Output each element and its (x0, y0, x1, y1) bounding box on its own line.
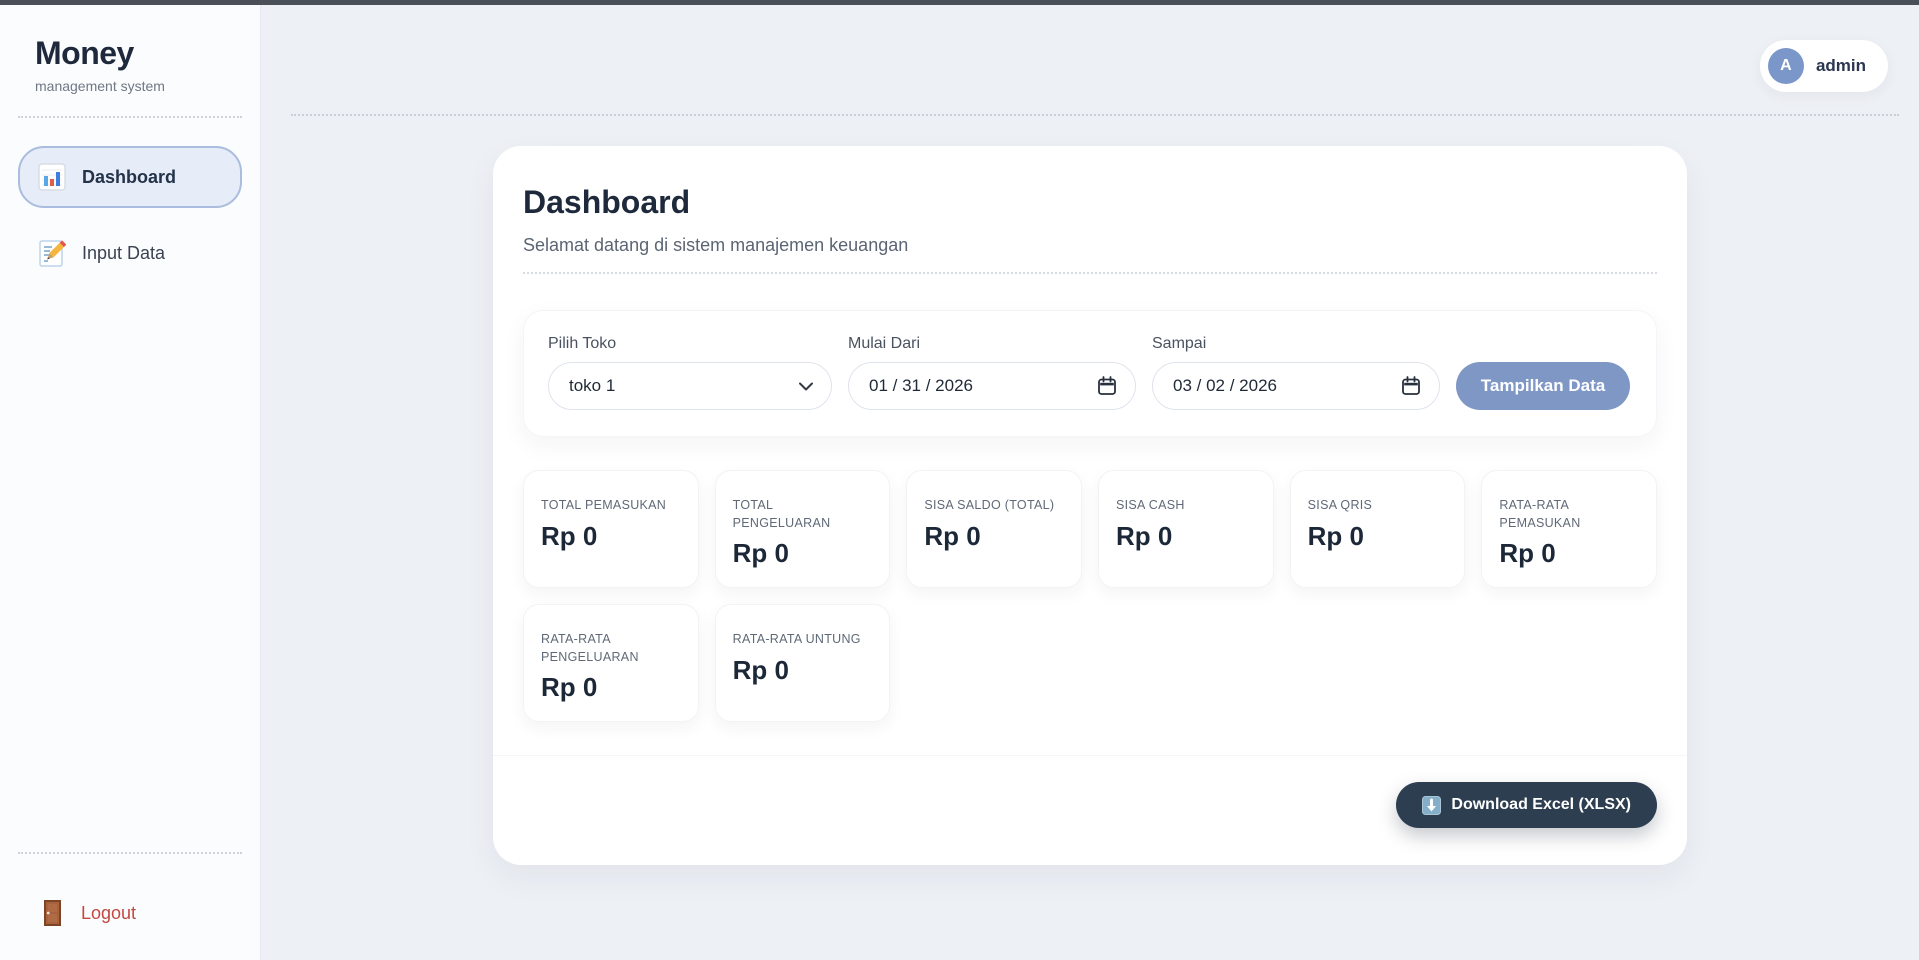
calendar-icon[interactable] (1401, 376, 1421, 396)
stat-label: TOTAL PENGELUARAN (732, 498, 831, 530)
stat-value: Rp 0 (541, 520, 598, 551)
stat-card-total-pemasukan: TOTAL PEMASUKAN Rp 0 (523, 470, 699, 588)
sidebar-item-input-data[interactable]: Input Data (18, 222, 242, 284)
card-divider (523, 272, 1657, 274)
stat-label: SISA CASH (1116, 498, 1185, 512)
show-data-button[interactable]: Tampilkan Data (1456, 362, 1630, 410)
stat-card-rata-pengeluaran: RATA-RATA PENGELUARAN Rp 0 (523, 604, 699, 722)
app-title: Money (35, 35, 134, 71)
logout-label: Logout (81, 902, 137, 923)
date-from-label: Mulai Dari (848, 335, 921, 352)
stat-label: SISA SALDO (TOTAL) (924, 498, 1055, 512)
store-label: Pilih Toko (548, 335, 617, 352)
date-to-field: Sampai 03 / 02 / 2026 (1152, 335, 1440, 410)
stat-value: Rp 0 (1307, 520, 1364, 551)
sidebar-top-divider (18, 116, 242, 118)
download-excel-label: Download Excel (XLSX) (1451, 796, 1631, 813)
stat-value: Rp 0 (541, 672, 598, 702)
stat-card-sisa-saldo: SISA SALDO (TOTAL) Rp 0 (906, 470, 1082, 588)
door-icon (44, 900, 61, 926)
page-title: Dashboard (523, 184, 691, 220)
header-divider (291, 114, 1899, 116)
user-menu[interactable]: A admin (1759, 40, 1888, 92)
download-excel-button[interactable]: Download Excel (XLSX) (1396, 782, 1657, 828)
date-to-input[interactable]: 03 / 02 / 2026 (1152, 362, 1440, 410)
stat-label: RATA-RATA PENGELUARAN (541, 632, 639, 664)
stat-value: Rp 0 (732, 538, 789, 568)
window-top-strip (0, 0, 1919, 5)
stat-label: SISA QRIS (1307, 498, 1373, 512)
main-area: A admin Dashboard Selamat datang di sist… (261, 5, 1919, 960)
stat-card-sisa-qris: SISA QRIS Rp 0 (1289, 470, 1466, 588)
stat-label: TOTAL PEMASUKAN (541, 498, 667, 512)
sidebar-item-label: Dashboard (82, 166, 177, 187)
page-subtitle: Selamat datang di sistem manajemen keuan… (523, 235, 909, 255)
chevron-down-icon (799, 382, 813, 391)
stat-card-sisa-cash: SISA CASH Rp 0 (1098, 470, 1274, 588)
avatar: A (1767, 48, 1804, 84)
sidebar-bottom-divider (18, 852, 242, 854)
brand: Money management system (18, 35, 242, 94)
filter-panel: Pilih Toko toko 1 Mulai Dari 01 / 31 / 2… (523, 310, 1657, 437)
sidebar-item-label: Input Data (82, 242, 166, 263)
app-subtitle: management system (35, 78, 165, 94)
card-footer: Download Excel (XLSX) (493, 755, 1687, 828)
date-from-input[interactable]: 01 / 31 / 2026 (848, 362, 1136, 410)
stat-card-rata-pemasukan: RATA-RATA PEMASUKAN Rp 0 (1481, 470, 1657, 588)
stat-value: Rp 0 (924, 520, 981, 551)
date-from-field: Mulai Dari 01 / 31 / 2026 (848, 335, 1136, 410)
logout-button[interactable]: Logout (18, 900, 242, 926)
app-root: Money management system (0, 5, 1919, 960)
stat-label: RATA-RATA UNTUNG (732, 632, 861, 646)
stat-card-total-pengeluaran: TOTAL PENGELUARAN Rp 0 (714, 470, 891, 588)
store-field: Pilih Toko toko 1 (548, 335, 832, 410)
sidebar-item-dashboard[interactable]: Dashboard (18, 146, 242, 208)
bar-chart-icon (38, 162, 66, 192)
store-select-value: toko 1 (569, 376, 616, 395)
stats-grid: TOTAL PEMASUKAN Rp 0 TOTAL PENGELUARAN R… (523, 470, 1657, 722)
store-select[interactable]: toko 1 (548, 362, 832, 410)
memo-pencil-icon (38, 238, 66, 268)
date-to-label: Sampai (1152, 335, 1207, 352)
dashboard-card: Dashboard Selamat datang di sistem manaj… (493, 146, 1687, 865)
stat-card-rata-untung: RATA-RATA UNTUNG Rp 0 (714, 604, 891, 722)
user-name: admin (1815, 56, 1866, 75)
stat-label: RATA-RATA PEMASUKAN (1499, 498, 1581, 530)
calendar-icon[interactable] (1097, 376, 1117, 396)
download-arrow-icon (1422, 795, 1442, 815)
topbar: A admin (261, 5, 1919, 92)
sidebar-spacer (18, 284, 242, 830)
sidebar-nav: Dashboard (18, 146, 242, 284)
date-from-value: 01 / 31 / 2026 (869, 376, 973, 395)
stat-value: Rp 0 (1499, 538, 1556, 568)
stat-value: Rp 0 (732, 654, 789, 685)
date-to-value: 03 / 02 / 2026 (1173, 376, 1277, 395)
sidebar: Money management system (0, 5, 261, 960)
stat-value: Rp 0 (1116, 520, 1173, 551)
